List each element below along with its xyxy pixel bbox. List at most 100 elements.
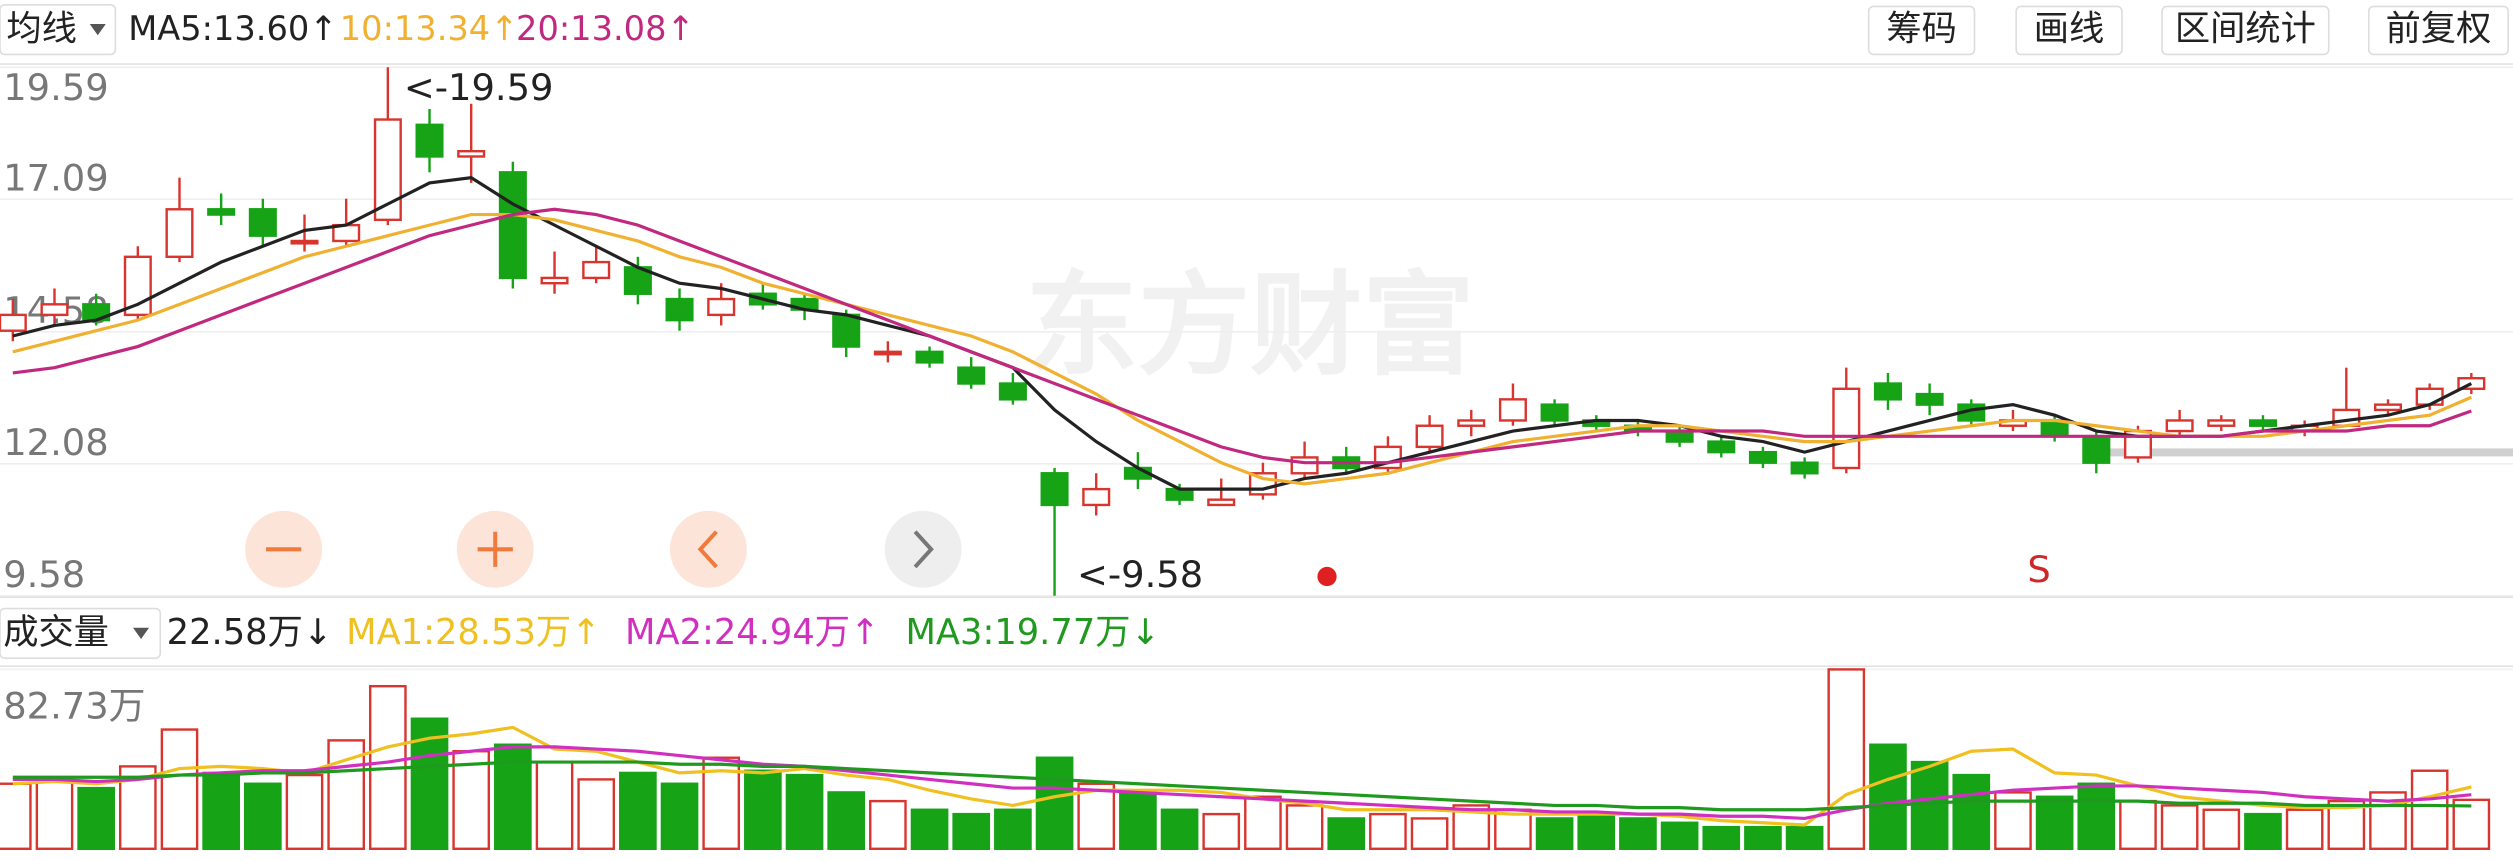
candle-body [457, 150, 486, 158]
volume-bar [35, 778, 74, 850]
volume-bar [994, 808, 1032, 850]
volume-ma-line [12, 760, 2472, 812]
candle-body [957, 366, 986, 385]
volume-select[interactable] [0, 607, 162, 660]
volume-bar [1535, 817, 1574, 850]
volume-bar [1619, 817, 1657, 850]
volume-bar [2119, 799, 2157, 850]
candle-body [665, 297, 694, 322]
volume-bar [577, 778, 616, 850]
candle-body [1415, 424, 1444, 449]
toolbar-button[interactable] [2015, 5, 2123, 56]
candle-body [415, 123, 444, 158]
volume-bar [1744, 825, 1782, 850]
pan-right-button[interactable] [884, 510, 962, 588]
indicator-label[interactable]: 均线 [6, 8, 77, 49]
volume-bar [535, 760, 574, 850]
volume-bar [952, 812, 991, 850]
volume-bar [285, 773, 324, 850]
volume-bar [827, 791, 866, 850]
candle-body [207, 208, 236, 216]
candle-body [582, 260, 611, 280]
ma-line [12, 212, 2472, 486]
volume-bar [2035, 795, 2074, 850]
dropdown-icon [133, 627, 150, 639]
volume-bar [160, 728, 199, 850]
volume-bar [2160, 804, 2199, 850]
legend-entry: 20:13.08↑ [516, 9, 695, 48]
legend-entry: 10:13.34↑ [340, 9, 519, 48]
overlay-line [2099, 448, 2513, 457]
y-tick-label: 19.59 [3, 66, 108, 109]
candle-body [1290, 456, 1319, 475]
volume-bar [1244, 795, 1282, 850]
volume-bar [1660, 821, 1699, 850]
candle-body [1498, 398, 1527, 422]
volume-bar [1410, 817, 1449, 850]
volume-ma-line [12, 745, 2472, 821]
signal-dot [1317, 566, 1337, 587]
candle-body [707, 297, 736, 317]
annotation: S [2027, 548, 2050, 591]
volume-bar [1827, 668, 1866, 850]
volume-bar [660, 782, 699, 850]
volume-bar [1202, 812, 1241, 850]
toolbar-button-label[interactable]: 筹码 [1886, 8, 1957, 49]
annotation: <-9.58 [1077, 553, 1203, 596]
watermark: 东方财富 [1026, 261, 1475, 391]
volume-current: 22.58万↓ [167, 612, 333, 653]
y-tick-label: 82.73万 [3, 684, 145, 727]
volume-bar [910, 808, 949, 850]
candle-body [0, 313, 27, 332]
toolbar-button[interactable] [2161, 5, 2330, 56]
volume-bar [244, 782, 282, 850]
candle-body [2415, 387, 2444, 406]
toolbar-button-label[interactable]: 区间统计 [2175, 8, 2316, 49]
volume-bar [1119, 791, 1157, 850]
toolbar-button[interactable] [1867, 5, 1976, 56]
volume-bar [1494, 808, 1532, 850]
candle-body [540, 276, 569, 285]
candle-body [998, 382, 1027, 401]
volume-bar [1869, 743, 1907, 850]
y-tick-label: 17.09 [3, 157, 108, 200]
volume-bar [2202, 808, 2241, 850]
volume-bar [1702, 825, 1741, 850]
volume-bar [744, 769, 782, 850]
volume-bar [2244, 812, 2282, 850]
pan-left-button[interactable] [669, 510, 747, 588]
toolbar-button-label[interactable]: 画线 [2034, 8, 2105, 49]
y-tick-label: 9.58 [3, 553, 85, 596]
candle-body [165, 208, 194, 259]
candle-body [1748, 450, 1777, 464]
candle-body [40, 303, 69, 317]
volume-bar [2077, 782, 2116, 850]
legend-entry: MA5:13.60↑ [128, 9, 337, 48]
candle-body [1707, 440, 1736, 454]
toolbar-button[interactable] [2367, 5, 2509, 56]
candle-body [1540, 403, 1569, 422]
candle-body [2248, 419, 2278, 427]
volume-bar [452, 750, 491, 850]
toolbar-button-label[interactable]: 前复权 [2386, 8, 2492, 49]
volume-bar [1577, 812, 1616, 850]
volume-bar [785, 773, 824, 850]
annotation: <-19.59 [404, 66, 554, 109]
legend-entry: MA1:28.53万↑ [346, 612, 601, 653]
zoom-in-icon [477, 531, 513, 567]
candle-body [2165, 419, 2194, 433]
legend-entry: MA2:24.94万↑ [625, 612, 880, 653]
candle-body [290, 239, 319, 245]
candle-body [1040, 472, 1069, 507]
indicator-select[interactable] [0, 4, 117, 56]
volume-bar [1785, 825, 1824, 850]
volume-title[interactable]: 成交量 [3, 612, 109, 653]
volume-bar [2410, 769, 2449, 850]
candle-body [915, 350, 944, 364]
candle-body [1457, 419, 1486, 427]
volume-bar [1369, 812, 1407, 850]
candle-body [1790, 461, 1819, 475]
volume-bar [1327, 817, 1366, 850]
candle-body [1873, 382, 1902, 401]
candle-body [1082, 487, 1111, 507]
